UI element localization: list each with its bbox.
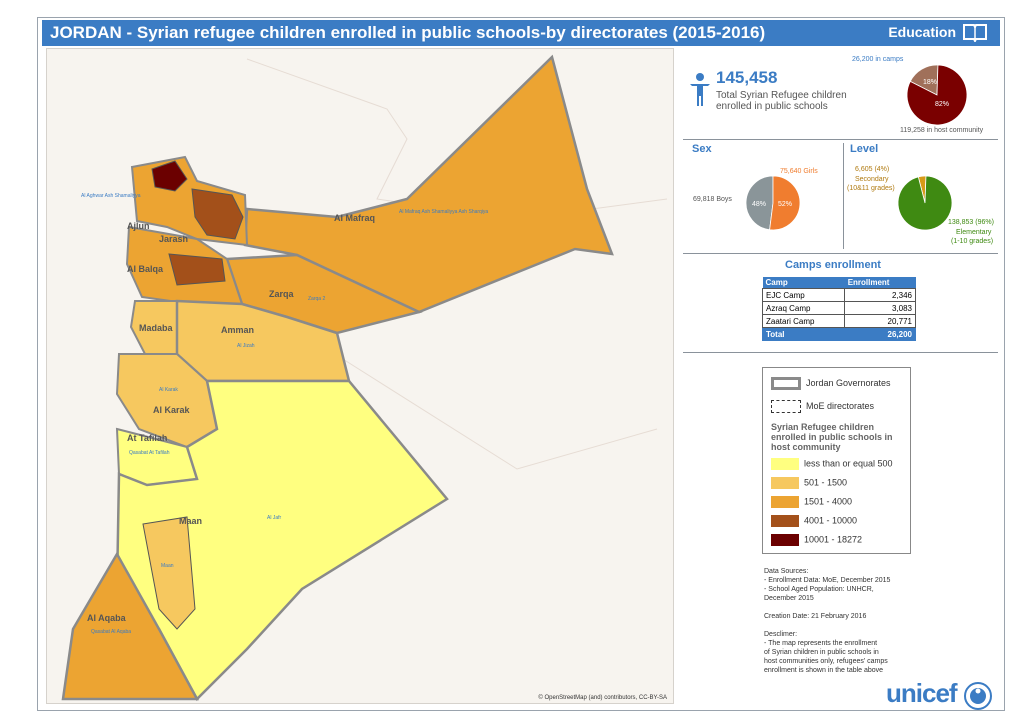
camps-pct-label: 18%	[923, 79, 937, 86]
pie-slice-boys	[745, 175, 774, 231]
col-camp: Camp	[762, 277, 845, 289]
secondary-sub2: (10&11 grades)	[847, 185, 895, 192]
book-icon	[963, 24, 987, 42]
host-note: 119,258 in host community	[900, 127, 984, 134]
pie-slice-elementary	[897, 175, 953, 231]
pie-slice-in-host-community	[906, 64, 968, 126]
label-al-aqaba: Al Aqaba	[87, 613, 127, 623]
unicef-logo-text: unicef	[886, 678, 958, 708]
jordan-map[interactable]: Al Mafraq Ajlun Jarash Al Balqa Zarqa Ma…	[47, 49, 674, 704]
label-madaba: Madaba	[139, 323, 174, 333]
label-al-karak: Al Karak	[153, 405, 191, 415]
label-at-tafilah: At Tafilah	[127, 433, 167, 443]
region-ramtha[interactable]	[191, 188, 244, 240]
secondary-label: 6,605 (4%)	[855, 166, 890, 173]
legend-class-1: less than or equal 500	[771, 458, 893, 470]
label-dir-tafilah: Qasabat At Tafilah	[129, 450, 170, 456]
girls-pct-label: 52%	[778, 201, 792, 208]
section-label: Education	[888, 24, 956, 40]
label-ajlun: Ajlun	[127, 221, 150, 231]
unicef-emblem-icon	[964, 682, 992, 710]
legend-class-5: 10001 - 18272	[771, 534, 862, 546]
legend: Jordan Governorates MoE directorates Syr…	[762, 367, 911, 554]
camps-table: Camp Enrollment EJC Camp 2,346 Azraq Cam…	[761, 277, 916, 341]
boys-pct-label: 48%	[752, 201, 766, 208]
level-heading: Level	[850, 143, 879, 155]
table-total-row: Total 26,200	[761, 327, 916, 341]
label-maan: Maan	[179, 516, 202, 526]
host-pct-label: 82%	[935, 101, 949, 108]
table-row: Azraq Camp 3,083	[761, 301, 916, 315]
elementary-sub1: Elementary	[956, 229, 992, 236]
label-dir-mafraq-east: Al Mafraq Ash Shamaliyya Ash Sharqiya	[399, 209, 488, 215]
level-pie	[897, 175, 953, 231]
label-dir-al-karak: Al Karak	[159, 387, 178, 393]
region-al-aqaba[interactable]	[61, 551, 200, 701]
camps-host-pie: 18% 82%	[906, 64, 968, 126]
legend-class-4: 4001 - 10000	[771, 515, 857, 527]
camps-note: 26,200 in camps	[852, 56, 904, 63]
total-value: 145,458	[716, 68, 778, 87]
title-bar: JORDAN - Syrian refugee children enrolle…	[42, 20, 1000, 46]
label-jarash: Jarash	[159, 234, 188, 244]
map-panel[interactable]: Al Mafraq Ajlun Jarash Al Balqa Zarqa Ma…	[46, 48, 674, 704]
table-row: EJC Camp 2,346	[761, 288, 916, 302]
page-title: JORDAN - Syrian refugee children enrolle…	[50, 23, 766, 42]
col-enrollment: Enrollment	[844, 277, 916, 289]
label-dir-al-jafr: Al Jafr	[267, 515, 282, 521]
table-row: Zaatari Camp 20,771	[761, 314, 916, 328]
legend-class-2: 501 - 1500	[771, 477, 847, 489]
elementary-label: 138,853 (96%)	[948, 219, 994, 226]
divider-top	[683, 139, 998, 140]
total-label: Total Syrian Refugee children enrolled i…	[716, 90, 847, 112]
data-sources: Data Sources: - Enrollment Data: MoE, De…	[764, 568, 891, 674]
divider-vertical	[843, 143, 844, 249]
boys-label: 69,818 Boys	[693, 196, 732, 203]
region-irbid-dark[interactable]	[151, 160, 188, 192]
label-dir-al-jizah: Al Jizah	[237, 343, 255, 349]
label-dir-north-ghor: Al Aghwar Ash Shamaliyya	[81, 193, 141, 199]
divider-low	[683, 352, 998, 353]
map-attribution: © OpenStreetMap (and) contributors, CC-B…	[538, 695, 667, 701]
legend-directorates: MoE directorates	[771, 400, 874, 413]
region-al-mafraq[interactable]	[243, 54, 614, 314]
legend-title: Syrian Refugee children enrolled in publ…	[771, 422, 893, 452]
legend-class-3: 1501 - 4000	[771, 496, 852, 508]
label-dir-maan: Maan	[161, 563, 174, 569]
label-al-mafraq: Al Mafraq	[334, 213, 375, 223]
label-dir-zarqa2: Zarqa 2	[308, 296, 325, 302]
legend-governorates: Jordan Governorates	[771, 377, 891, 390]
sex-heading: Sex	[692, 143, 712, 155]
region-maan-city[interactable]	[142, 516, 196, 630]
secondary-sub1: Secondary	[855, 176, 889, 183]
elementary-sub2: (1-10 grades)	[951, 238, 994, 245]
sex-pie: 48% 52%	[745, 175, 801, 231]
label-zarqa: Zarqa	[269, 289, 295, 299]
pie-slice-girls	[769, 175, 801, 231]
girls-label: 75,640 Girls	[780, 168, 818, 175]
label-al-balqa: Al Balqa	[127, 264, 164, 274]
camps-heading: Camps enrollment	[785, 259, 881, 271]
region-amman-dark[interactable]	[168, 253, 226, 286]
label-dir-aqaba: Qasabat Al Aqaba	[91, 629, 131, 635]
child-icon	[690, 73, 710, 106]
divider-mid	[683, 253, 998, 254]
label-amman: Amman	[221, 325, 254, 335]
